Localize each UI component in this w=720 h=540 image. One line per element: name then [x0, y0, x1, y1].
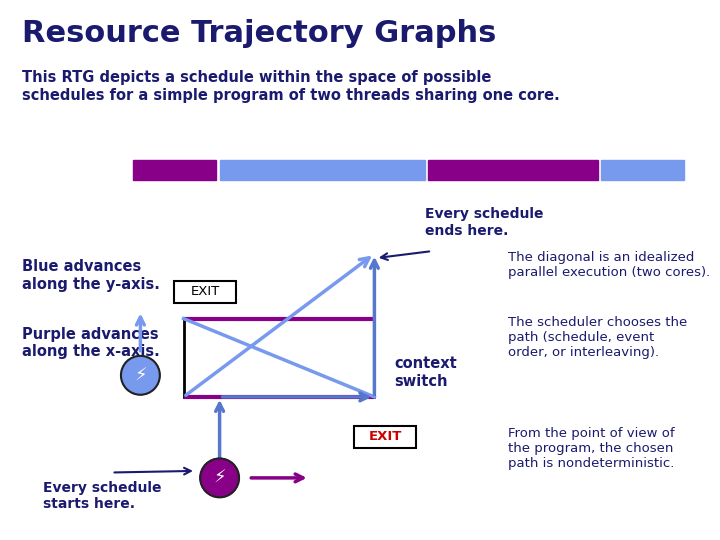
- FancyBboxPatch shape: [354, 426, 416, 448]
- FancyBboxPatch shape: [174, 281, 236, 303]
- Text: Blue advances
along the y-axis.: Blue advances along the y-axis.: [22, 259, 159, 292]
- Text: ⚡: ⚡: [213, 469, 226, 487]
- Text: Resource Trajectory Graphs: Resource Trajectory Graphs: [22, 19, 496, 48]
- Text: EXIT: EXIT: [191, 285, 220, 298]
- Bar: [601, 160, 684, 180]
- Bar: [428, 160, 598, 180]
- Text: ⚡: ⚡: [134, 366, 147, 384]
- Text: The scheduler chooses the
path (schedule, event
order, or interleaving).: The scheduler chooses the path (schedule…: [508, 316, 687, 359]
- Ellipse shape: [200, 458, 239, 497]
- Text: The diagonal is an idealized
parallel execution (two cores).: The diagonal is an idealized parallel ex…: [508, 251, 710, 279]
- Text: Every schedule
starts here.: Every schedule starts here.: [43, 481, 162, 511]
- Bar: [220, 160, 425, 180]
- Ellipse shape: [121, 356, 160, 395]
- Text: EXIT: EXIT: [369, 430, 402, 443]
- Text: From the point of view of
the program, the chosen
path is nondeterministic.: From the point of view of the program, t…: [508, 427, 674, 470]
- Text: Every schedule
ends here.: Every schedule ends here.: [425, 207, 544, 238]
- Text: This RTG depicts a schedule within the space of possible
schedules for a simple : This RTG depicts a schedule within the s…: [22, 70, 559, 103]
- Bar: [133, 160, 216, 180]
- Bar: [184, 319, 374, 397]
- Text: Purple advances
along the x-axis.: Purple advances along the x-axis.: [22, 327, 159, 359]
- Text: context
switch: context switch: [395, 356, 457, 389]
